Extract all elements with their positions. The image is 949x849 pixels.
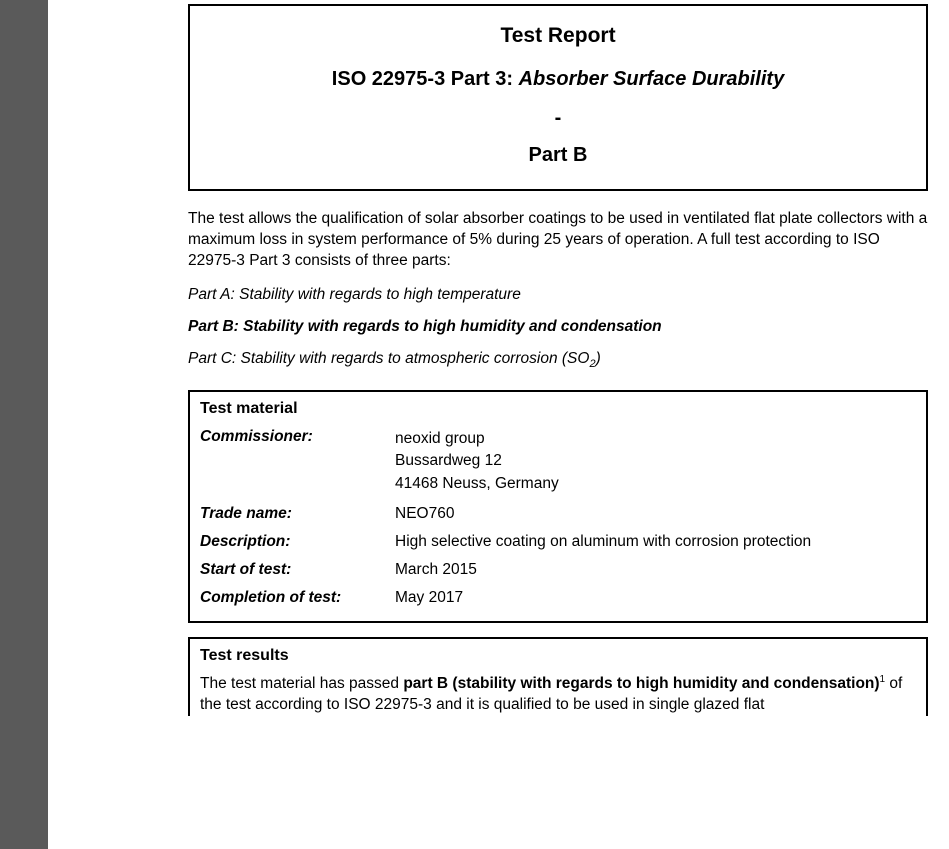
tradename-row: Trade name: NEO760 bbox=[200, 505, 916, 523]
completion-value: May 2017 bbox=[395, 589, 916, 607]
left-margin-strip bbox=[0, 0, 48, 849]
intro-paragraph: The test allows the qualification of sol… bbox=[188, 209, 928, 272]
header-box: Test Report ISO 22975-3 Part 3: Absorber… bbox=[188, 4, 928, 191]
test-material-box: Test material Commissioner: neoxid group… bbox=[188, 390, 928, 623]
tradename-value: NEO760 bbox=[395, 505, 916, 523]
document-content: Test Report ISO 22975-3 Part 3: Absorber… bbox=[48, 0, 948, 849]
description-label: Description: bbox=[200, 533, 395, 551]
commissioner-value: neoxid group Bussardweg 12 41468 Neuss, … bbox=[395, 428, 916, 495]
test-material-heading: Test material bbox=[200, 400, 916, 418]
part-a-line: Part A: Stability with regards to high t… bbox=[188, 286, 928, 304]
results-paragraph: The test material has passed part B (sta… bbox=[200, 673, 916, 716]
header-part: Part B bbox=[210, 144, 906, 167]
part-c-line: Part C: Stability with regards to atmosp… bbox=[188, 350, 928, 370]
page-wrap: Test Report ISO 22975-3 Part 3: Absorber… bbox=[0, 0, 949, 849]
start-label: Start of test: bbox=[200, 561, 395, 579]
description-row: Description: High selective coating on a… bbox=[200, 533, 916, 551]
part-c-pre: Part C: Stability with regards to atmosp… bbox=[188, 350, 589, 367]
standard-prefix: ISO 22975-3 Part 3: bbox=[332, 68, 519, 90]
completion-row: Completion of test: May 2017 bbox=[200, 589, 916, 607]
start-row: Start of test: March 2015 bbox=[200, 561, 916, 579]
description-value: High selective coating on aluminum with … bbox=[395, 533, 916, 551]
commissioner-label: Commissioner: bbox=[200, 428, 395, 495]
test-results-heading: Test results bbox=[200, 647, 916, 665]
results-bold: part B (stability with regards to high h… bbox=[403, 675, 879, 692]
commissioner-line1: neoxid group bbox=[395, 428, 916, 450]
commissioner-line2: Bussardweg 12 bbox=[395, 450, 916, 472]
commissioner-line3: 41468 Neuss, Germany bbox=[395, 473, 916, 495]
part-b-line: Part B: Stability with regards to high h… bbox=[188, 318, 928, 336]
standard-line: ISO 22975-3 Part 3: Absorber Surface Dur… bbox=[210, 68, 906, 91]
standard-italic: Absorber Surface Durability bbox=[519, 68, 785, 90]
results-pre: The test material has passed bbox=[200, 675, 403, 692]
report-title: Test Report bbox=[210, 24, 906, 48]
header-dash: - bbox=[210, 107, 906, 130]
results-bold-text: part B (stability with regards to high h… bbox=[403, 675, 879, 692]
part-c-post: ) bbox=[596, 350, 601, 367]
tradename-label: Trade name: bbox=[200, 505, 395, 523]
completion-label: Completion of test: bbox=[200, 589, 395, 607]
test-results-box: Test results The test material has passe… bbox=[188, 637, 928, 716]
commissioner-row: Commissioner: neoxid group Bussardweg 12… bbox=[200, 428, 916, 495]
start-value: March 2015 bbox=[395, 561, 916, 579]
